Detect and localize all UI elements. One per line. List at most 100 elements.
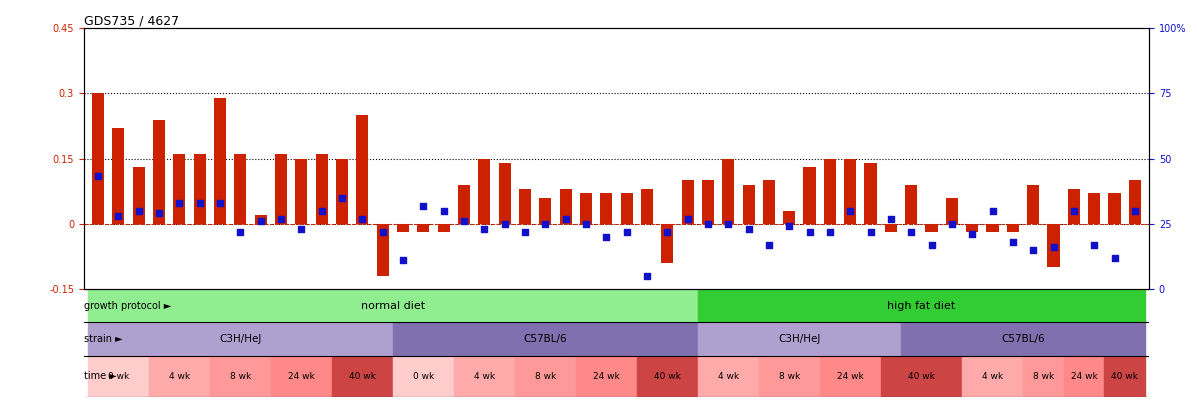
Bar <box>515 356 576 397</box>
Point <box>779 223 798 230</box>
Point <box>516 228 535 235</box>
Point <box>983 207 1002 214</box>
Bar <box>438 224 450 232</box>
Point <box>150 210 169 217</box>
Bar <box>1007 224 1019 232</box>
Text: C57BL/6: C57BL/6 <box>1001 334 1045 344</box>
Bar <box>698 356 759 397</box>
Point <box>414 202 433 209</box>
Text: 4 wk: 4 wk <box>718 372 739 381</box>
Bar <box>1023 356 1064 397</box>
Point <box>496 221 515 227</box>
Bar <box>479 159 491 224</box>
Bar <box>1047 224 1059 267</box>
Text: 4 wk: 4 wk <box>982 372 1003 381</box>
Point <box>678 215 697 222</box>
Point <box>129 207 148 214</box>
Bar <box>1108 194 1120 224</box>
Bar <box>518 189 531 224</box>
Point <box>211 200 230 206</box>
Bar <box>576 356 637 397</box>
Text: 4 wk: 4 wk <box>169 372 190 381</box>
Bar <box>1088 194 1100 224</box>
Bar <box>393 356 454 397</box>
Text: normal diet: normal diet <box>360 301 425 311</box>
Point <box>616 228 636 235</box>
Point <box>881 215 900 222</box>
Point <box>190 200 209 206</box>
Point <box>698 221 717 227</box>
Text: C3H/HeJ: C3H/HeJ <box>778 334 821 344</box>
Text: 24 wk: 24 wk <box>837 372 863 381</box>
Bar <box>925 224 937 232</box>
Point <box>637 273 656 279</box>
Text: 40 wk: 40 wk <box>909 372 935 381</box>
Bar <box>539 198 552 224</box>
Bar <box>498 163 511 224</box>
Point <box>109 213 128 219</box>
Text: 0 wk: 0 wk <box>413 372 435 381</box>
Bar <box>113 128 124 224</box>
Point <box>231 228 250 235</box>
Point <box>861 228 880 235</box>
Bar <box>661 224 674 263</box>
Point <box>251 218 271 224</box>
Bar <box>296 159 308 224</box>
Bar <box>722 159 735 224</box>
Bar <box>762 180 774 224</box>
Text: 24 wk: 24 wk <box>1070 372 1098 381</box>
Text: C57BL/6: C57BL/6 <box>523 334 567 344</box>
Bar <box>418 224 430 232</box>
Point <box>657 228 676 235</box>
Point <box>455 218 474 224</box>
Bar <box>377 224 389 276</box>
Text: 0 wk: 0 wk <box>108 372 129 381</box>
Bar <box>87 322 393 356</box>
Point <box>1105 254 1124 261</box>
Bar <box>214 98 226 224</box>
Point <box>536 221 555 227</box>
Bar <box>235 154 247 224</box>
Bar <box>905 185 917 224</box>
Point <box>840 207 859 214</box>
Text: 4 wk: 4 wk <box>474 372 494 381</box>
Text: 40 wk: 40 wk <box>1111 372 1138 381</box>
Bar <box>397 224 409 232</box>
Point <box>800 228 819 235</box>
Bar <box>1027 185 1039 224</box>
Point <box>1064 207 1083 214</box>
Point <box>922 241 941 248</box>
Bar <box>271 356 332 397</box>
Point <box>1003 239 1022 245</box>
Point <box>475 226 494 232</box>
Bar <box>600 194 613 224</box>
Point <box>89 173 108 179</box>
Point <box>942 221 961 227</box>
Bar <box>946 198 958 224</box>
Bar <box>275 154 287 224</box>
Bar <box>986 224 998 232</box>
Text: 8 wk: 8 wk <box>778 372 800 381</box>
Bar <box>194 154 206 224</box>
Point <box>820 228 839 235</box>
Bar <box>209 356 271 397</box>
Bar <box>901 322 1146 356</box>
Bar <box>759 356 820 397</box>
Bar <box>824 159 836 224</box>
Bar <box>885 224 897 232</box>
Bar <box>962 356 1023 397</box>
Point <box>1044 244 1063 250</box>
Bar <box>640 189 654 224</box>
Bar <box>1068 189 1080 224</box>
Text: 24 wk: 24 wk <box>593 372 620 381</box>
Bar <box>742 185 754 224</box>
Point <box>1125 207 1144 214</box>
Bar <box>864 163 876 224</box>
Point <box>962 231 982 237</box>
Point <box>739 226 758 232</box>
Text: GDS735 / 4627: GDS735 / 4627 <box>84 14 178 27</box>
Bar <box>579 194 593 224</box>
Bar <box>357 115 369 224</box>
Bar <box>393 322 698 356</box>
Bar <box>148 356 209 397</box>
